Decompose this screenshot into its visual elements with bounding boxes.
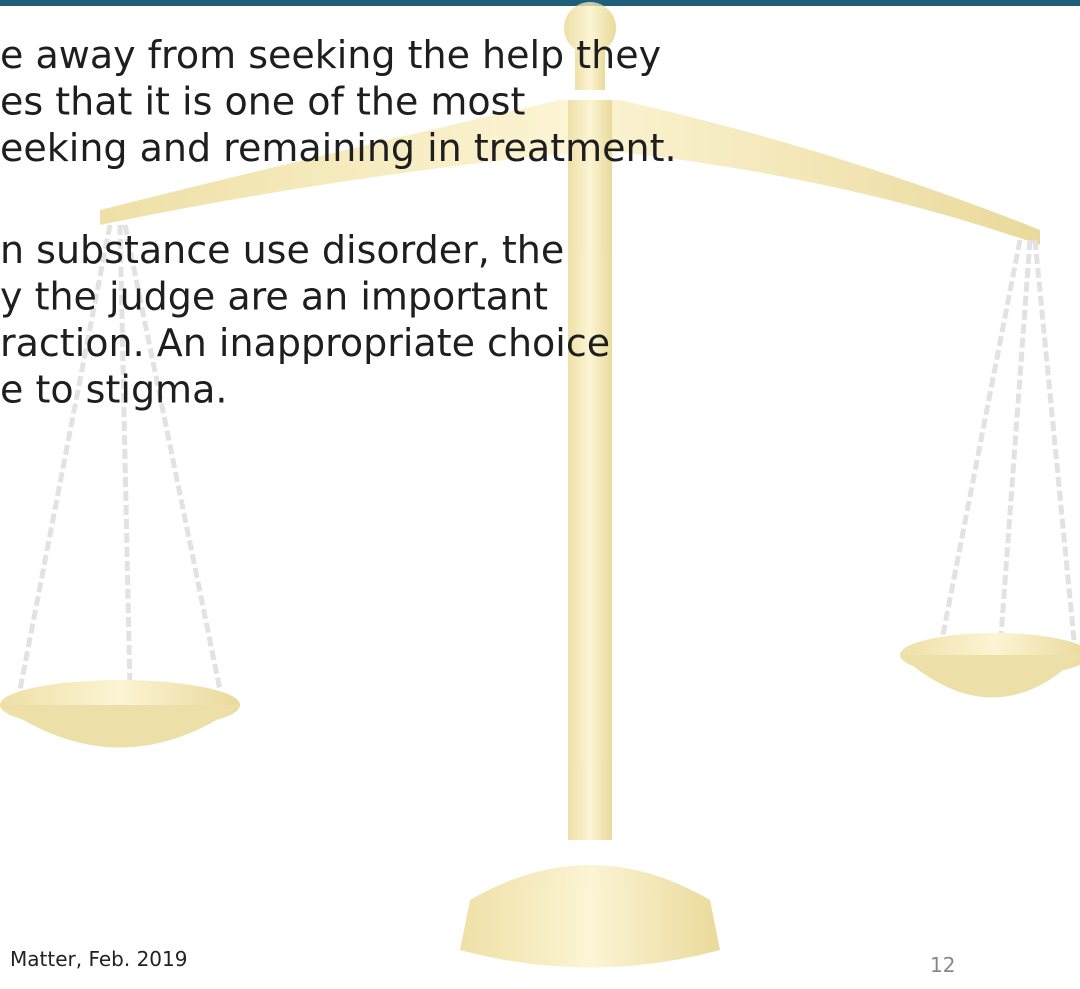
text-line: n substance use disorder, the <box>0 228 564 272</box>
text-line: y the judge are an important <box>0 275 548 319</box>
text-line: es that it is one of the most <box>0 80 525 124</box>
page-number: 12 <box>930 953 955 977</box>
text-line: raction. An inappropriate choice <box>0 321 610 365</box>
text-line: e to stigma. <box>0 368 227 412</box>
top-bar <box>0 0 1080 6</box>
text-line: eeking and remaining in treatment. <box>0 126 677 170</box>
text-line: e away from seeking the help they <box>0 33 661 77</box>
slide: e away from seeking the help theyes that… <box>0 0 1080 989</box>
citation: Matter, Feb. 2019 <box>10 947 187 971</box>
page: e away from seeking the help theyes that… <box>0 0 1080 989</box>
